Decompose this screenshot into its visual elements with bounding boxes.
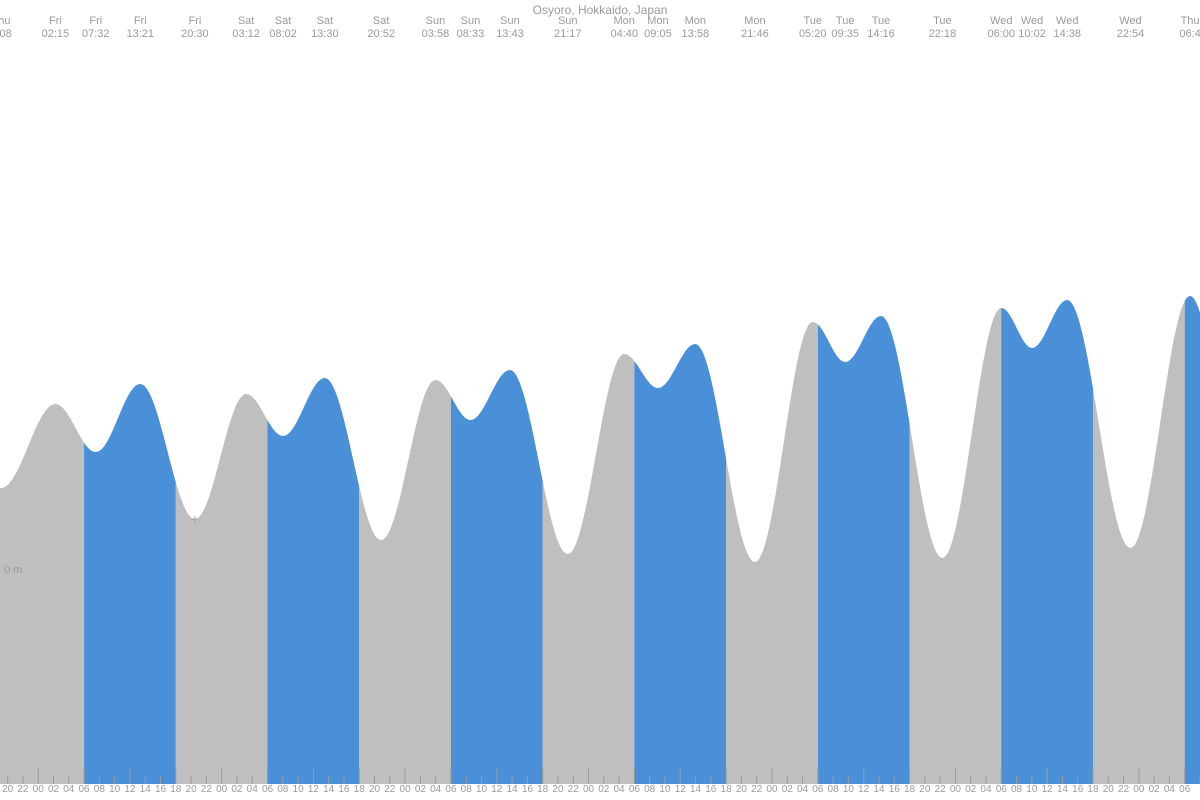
bottom-tick-label: 22 (1118, 784, 1129, 795)
bottom-tick-label: 22 (935, 784, 946, 795)
bottom-tick-label: 10 (659, 784, 670, 795)
bottom-tick-label: 12 (124, 784, 135, 795)
bottom-tick-label: 04 (63, 784, 74, 795)
bottom-tick-label: 10 (843, 784, 854, 795)
bottom-tick-label: 08 (94, 784, 105, 795)
bottom-tick-label: 14 (323, 784, 334, 795)
bottom-tick-label: 02 (965, 784, 976, 795)
bottom-tick-label: 18 (721, 784, 732, 795)
bottom-tick-label: 10 (109, 784, 120, 795)
bottom-tick-label: 22 (568, 784, 579, 795)
bottom-tick-label: 02 (48, 784, 59, 795)
bottom-tick-label: 18 (537, 784, 548, 795)
bottom-tick-label: 10 (293, 784, 304, 795)
bottom-tick-label: 00 (400, 784, 411, 795)
bottom-tick-label: 04 (430, 784, 441, 795)
bottom-tick-label: 02 (782, 784, 793, 795)
bottom-tick-label: 16 (338, 784, 349, 795)
bottom-tick-label: 02 (415, 784, 426, 795)
bottom-tick-label: 02 (1149, 784, 1160, 795)
bottom-tick-label: 12 (858, 784, 869, 795)
bottom-tick-label: 12 (308, 784, 319, 795)
bottom-tick-label: 16 (889, 784, 900, 795)
bottom-tick-label: 04 (797, 784, 808, 795)
bottom-tick-label: 20 (1103, 784, 1114, 795)
bottom-tick-label: 14 (140, 784, 151, 795)
bottom-tick-label: 18 (354, 784, 365, 795)
bottom-tick-label: 08 (828, 784, 839, 795)
bottom-tick-label: 20 (2, 784, 13, 795)
bottom-tick-label: 06 (629, 784, 640, 795)
bottom-tick-label: 08 (277, 784, 288, 795)
bottom-tick-label: 08 (644, 784, 655, 795)
bottom-tick-label: 10 (1026, 784, 1037, 795)
bottom-tick-label: 04 (980, 784, 991, 795)
y-zero-label: 0 m (4, 564, 22, 576)
bottom-tick-label: 22 (751, 784, 762, 795)
bottom-tick-label: 00 (583, 784, 594, 795)
bottom-tick-label: 04 (614, 784, 625, 795)
bottom-tick-label: 20 (369, 784, 380, 795)
bottom-tick-label: 22 (17, 784, 28, 795)
bottom-tick-label: 10 (476, 784, 487, 795)
bottom-tick-label: 14 (1057, 784, 1068, 795)
bottom-tick-label: 14 (690, 784, 701, 795)
cross-marker: + (191, 512, 198, 526)
bottom-tick-label: 02 (598, 784, 609, 795)
bottom-tick-label: 06 (1179, 784, 1190, 795)
bottom-tick-label: 00 (216, 784, 227, 795)
bottom-tick-label: 20 (186, 784, 197, 795)
bottom-tick-label: 08 (1011, 784, 1022, 795)
bottom-tick-label: 14 (873, 784, 884, 795)
bottom-tick-label: 12 (491, 784, 502, 795)
bottom-tick-label: 20 (919, 784, 930, 795)
bottom-tick-label: 22 (384, 784, 395, 795)
bottom-tick-label: 12 (675, 784, 686, 795)
bottom-tick-label: 06 (812, 784, 823, 795)
bottom-tick-label: 06 (262, 784, 273, 795)
tide-chart: Osyoro, Hokkaido, Japan Thu0:08Fri02:15F… (0, 0, 1200, 800)
bottom-tick-label: 20 (736, 784, 747, 795)
bottom-tick-label: 16 (1072, 784, 1083, 795)
bottom-tick-label: 18 (170, 784, 181, 795)
bottom-tick-label: 16 (522, 784, 533, 795)
bottom-tick-label: 00 (950, 784, 961, 795)
plot-svg (0, 0, 1200, 800)
bottom-tick-label: 00 (766, 784, 777, 795)
bottom-tick-label: 20 (552, 784, 563, 795)
bottom-tick-label: 00 (1133, 784, 1144, 795)
bottom-tick-label: 08 (461, 784, 472, 795)
bottom-tick-label: 02 (231, 784, 242, 795)
bottom-tick-label: 04 (247, 784, 258, 795)
bottom-tick-label: 16 (705, 784, 716, 795)
bottom-tick-label: 14 (507, 784, 518, 795)
bottom-tick-label: 06 (996, 784, 1007, 795)
bottom-tick-label: 04 (1164, 784, 1175, 795)
bottom-tick-label: 22 (201, 784, 212, 795)
bottom-tick-label: 06 (445, 784, 456, 795)
bottom-tick-label: 18 (904, 784, 915, 795)
bottom-labels: 20 22 00 02 04 06 08 10 12 14 16 18 20 22 00 02 04 06 08 10… (0, 784, 1200, 798)
bottom-tick-label: 00 (33, 784, 44, 795)
bottom-tick-label: 16 (155, 784, 166, 795)
bottom-tick-label: 18 (1087, 784, 1098, 795)
bottom-tick-label: 12 (1042, 784, 1053, 795)
bottom-tick-label: 06 (79, 784, 90, 795)
